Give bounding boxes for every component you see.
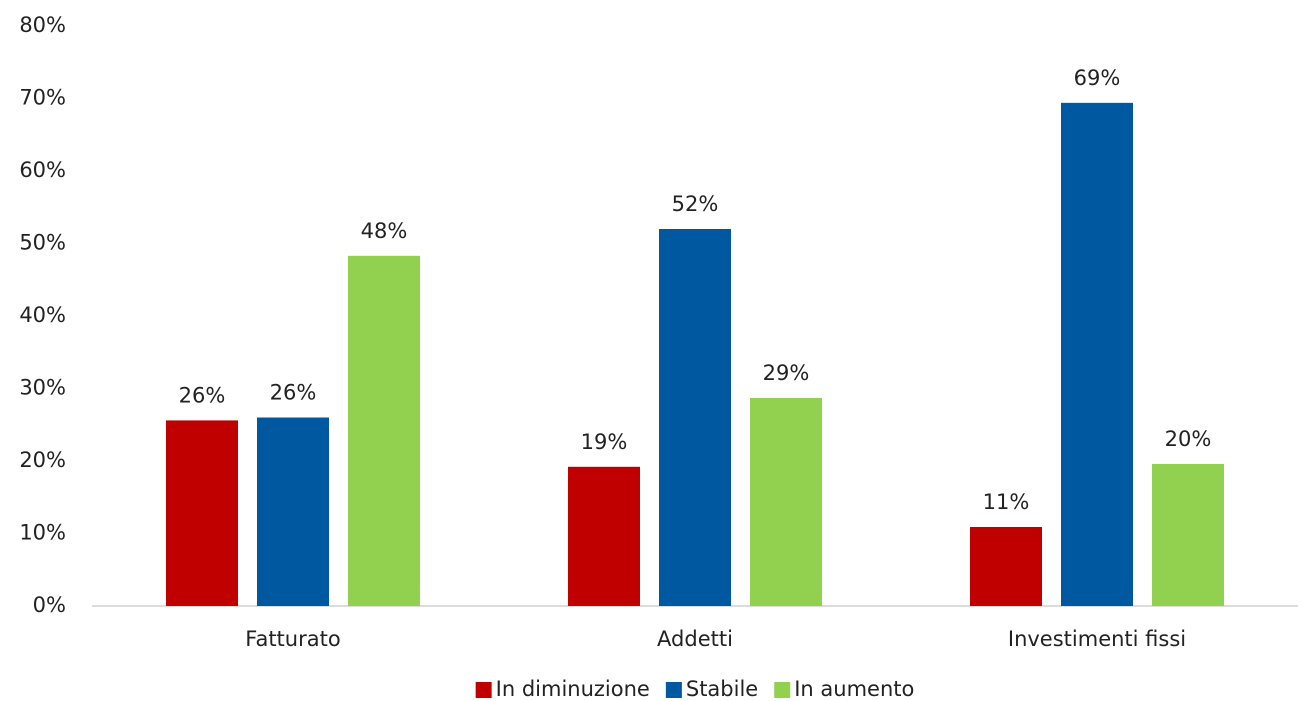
legend-label: In aumento <box>794 677 914 701</box>
legend-swatch <box>475 682 492 698</box>
legend-label: Stabile <box>686 677 758 701</box>
bar <box>970 526 1042 606</box>
data-label: 29% <box>763 361 810 385</box>
y-tick-label: 20% <box>19 448 66 472</box>
y-tick-label: 50% <box>19 231 66 255</box>
y-tick-label: 40% <box>19 303 66 327</box>
y-tick-label: 60% <box>19 158 66 182</box>
bar <box>1152 463 1224 606</box>
legend-swatch <box>774 682 791 698</box>
data-label: 48% <box>361 219 408 243</box>
data-label: 52% <box>672 192 719 216</box>
y-tick-label: 0% <box>33 593 66 617</box>
bar <box>257 417 329 606</box>
legend-swatch <box>665 682 682 698</box>
data-label: 20% <box>1165 427 1212 451</box>
x-tick-label: Addetti <box>657 627 733 651</box>
data-label: 11% <box>983 490 1030 514</box>
y-tick-label: 70% <box>19 86 66 110</box>
y-tick-label: 10% <box>19 521 66 545</box>
x-tick-label: Investimenti fissi <box>1008 627 1186 651</box>
y-tick-label: 30% <box>19 376 66 400</box>
data-label: 69% <box>1074 66 1121 90</box>
data-label: 26% <box>179 383 226 407</box>
bar <box>1061 102 1133 606</box>
y-tick-label: 80% <box>19 13 66 37</box>
bar <box>166 420 238 606</box>
bar <box>750 397 822 606</box>
legend-label: In diminuzione <box>496 677 650 701</box>
bar <box>659 229 731 606</box>
x-tick-label: Fatturato <box>245 627 340 651</box>
data-label: 26% <box>270 381 317 405</box>
bar <box>348 255 420 606</box>
bar <box>568 466 640 606</box>
data-label: 19% <box>581 430 628 454</box>
